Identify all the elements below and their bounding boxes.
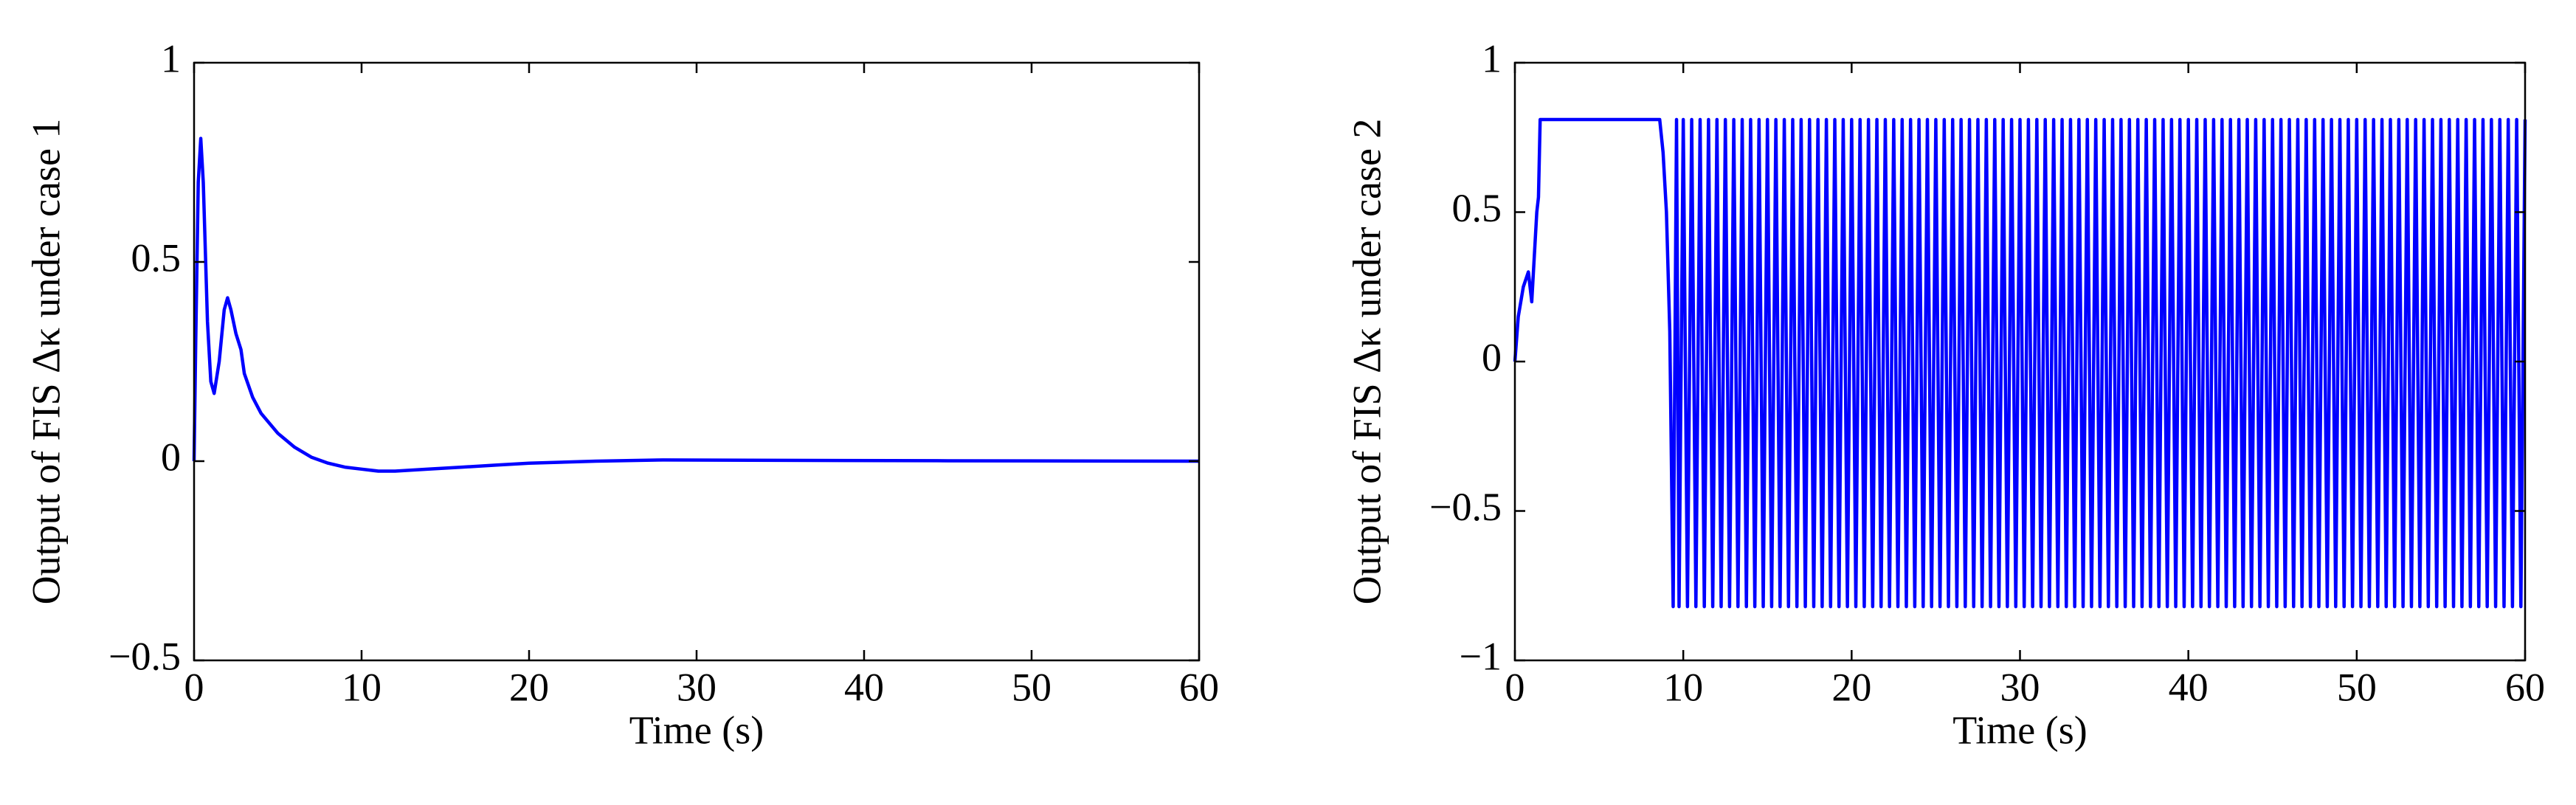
x-tick-label: 0 [184, 665, 204, 709]
data-line [192, 137, 1200, 473]
axes-box [193, 61, 1201, 662]
y-tick-label: −0.5 [1429, 485, 1502, 529]
x-tick-label: 20 [1831, 665, 1871, 709]
y-axis-label: Output of FIS Δκ under case 1 [24, 119, 68, 605]
x-tick-label: 40 [2169, 665, 2209, 709]
y-axis-label: Output of FIS Δκ under case 2 [1344, 119, 1389, 605]
y-tick-label: 0 [1482, 335, 1502, 379]
x-tick-label: 10 [1663, 665, 1703, 709]
x-axis-label: Time (s) [629, 708, 764, 752]
y-tick-label: 0.5 [1452, 186, 1502, 230]
y-tick-label: 0 [161, 435, 181, 479]
y-tick-label: 1 [161, 36, 181, 80]
x-tick-label: 40 [844, 665, 884, 709]
x-tick-label: 10 [342, 665, 381, 709]
x-axis-label: Time (s) [1952, 708, 2088, 752]
y-tick-label: −0.5 [108, 634, 181, 678]
data-line [1513, 117, 2527, 609]
x-tick-label: 50 [1012, 665, 1052, 709]
y-tick-label: 0.5 [131, 235, 182, 280]
y-tick-label: 1 [1482, 36, 1502, 80]
x-tick-label: 20 [509, 665, 549, 709]
x-tick-label: 60 [2505, 665, 2545, 709]
x-tick-label: 60 [1179, 665, 1219, 709]
y-tick-label: −1 [1460, 634, 1502, 678]
x-tick-label: 30 [2000, 665, 2040, 709]
x-tick-label: 0 [1505, 665, 1525, 709]
x-tick-label: 50 [2337, 665, 2377, 709]
x-tick-label: 30 [677, 665, 716, 709]
